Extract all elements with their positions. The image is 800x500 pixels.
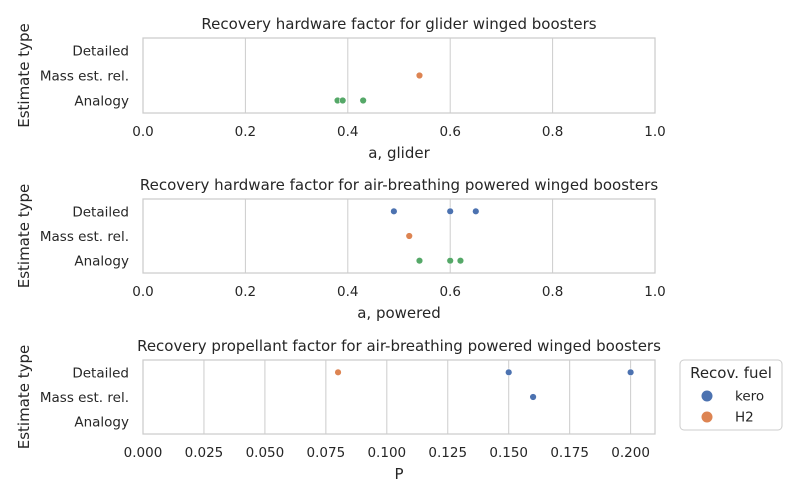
y-axis-label: Estimate type	[15, 345, 33, 450]
chart-title: Recovery hardware factor for glider wing…	[201, 15, 596, 33]
legend-marker-h2	[701, 411, 713, 423]
chart-title: Recovery hardware factor for air-breathi…	[140, 176, 658, 194]
data-point	[529, 393, 537, 401]
data-point	[456, 256, 465, 265]
x-tick-label: 0.0	[132, 124, 153, 140]
legend-marker-kero	[701, 390, 713, 402]
x-tick-label: 0.4	[337, 284, 358, 300]
plot-frame	[142, 359, 656, 435]
plot-area	[143, 360, 655, 434]
legend-label-h2: H2	[735, 410, 754, 426]
y-tick-label: Detailed	[72, 365, 129, 381]
x-tick-label: 0.050	[246, 445, 285, 461]
x-tick-label: 0.6	[439, 284, 460, 300]
y-tick-label: Analogy	[74, 94, 129, 110]
data-point	[415, 71, 424, 80]
chart-3: 0.000 0.025 0.050 0.075 0.100 0.125 0.150 0.175…	[15, 337, 661, 483]
data-point	[626, 368, 635, 377]
data-point	[415, 256, 424, 265]
y-tick-label: Detailed	[72, 44, 129, 60]
x-axis-label: P	[394, 465, 403, 483]
data-point	[505, 368, 513, 377]
legend-title: Recov. fuel	[690, 364, 772, 382]
y-tick-label: Detailed	[72, 204, 129, 220]
plot-area	[143, 199, 655, 273]
data-point	[405, 232, 413, 240]
y-tick-label: Analogy	[74, 254, 129, 270]
x-tick-label: 0.000	[124, 445, 163, 461]
x-tick-label: 1.0	[644, 124, 665, 140]
chart-title: Recovery propellant factor for air-breat…	[137, 337, 661, 355]
y-tick-label: Mass est. rel.	[40, 390, 129, 406]
plots: 0.0 0.2 0.4 0.6 0.8 1.0 Detailed Mass est. rel.…	[15, 15, 666, 483]
x-tick-label: 0.175	[550, 445, 589, 461]
y-tick-label: Mass est. rel.	[40, 69, 129, 85]
x-tick-label: 0.200	[611, 445, 650, 461]
x-tick-label: 0.6	[439, 124, 460, 140]
data-point	[390, 207, 398, 216]
legend-label-kero: kero	[735, 389, 764, 405]
x-tick-label: 0.125	[428, 445, 467, 461]
x-tick-label: 0.025	[185, 445, 224, 461]
x-tick-label: 0.100	[367, 445, 406, 461]
x-tick-label: 0.075	[307, 445, 346, 461]
x-tick-label: 0.150	[489, 445, 528, 461]
data-point	[334, 368, 342, 377]
y-axis-label: Estimate type	[15, 23, 33, 128]
legend: Recov. fuel kero H2	[679, 359, 783, 431]
y-tick-label: Analogy	[74, 415, 129, 431]
x-axis-label: a, glider	[368, 144, 430, 162]
data-point	[472, 207, 480, 216]
x-tick-label: 0.8	[542, 284, 563, 300]
y-tick-label: Mass est. rel.	[40, 229, 129, 245]
data-point	[446, 256, 454, 265]
chart-1: 0.0 0.2 0.4 0.6 0.8 1.0 Detailed Mass est. rel.…	[15, 15, 666, 162]
x-axis-label: a, powered	[357, 304, 441, 322]
x-tick-label: 0.8	[542, 124, 563, 140]
plot-frame	[142, 37, 656, 114]
x-tick-label: 0.0	[132, 284, 153, 300]
data-point	[359, 96, 367, 105]
data-point	[338, 96, 347, 105]
plot-frame	[142, 198, 656, 274]
plot-area	[143, 38, 655, 113]
x-tick-label: 0.2	[235, 124, 256, 140]
y-axis-label: Estimate type	[15, 184, 33, 289]
data-point	[446, 207, 454, 216]
x-tick-label: 0.4	[337, 124, 358, 140]
chart-2: 0.0 0.2 0.4 0.6 0.8 1.0 Detailed Mass est. rel.…	[15, 176, 666, 322]
x-tick-label: 0.2	[235, 284, 256, 300]
x-tick-label: 1.0	[644, 284, 665, 300]
